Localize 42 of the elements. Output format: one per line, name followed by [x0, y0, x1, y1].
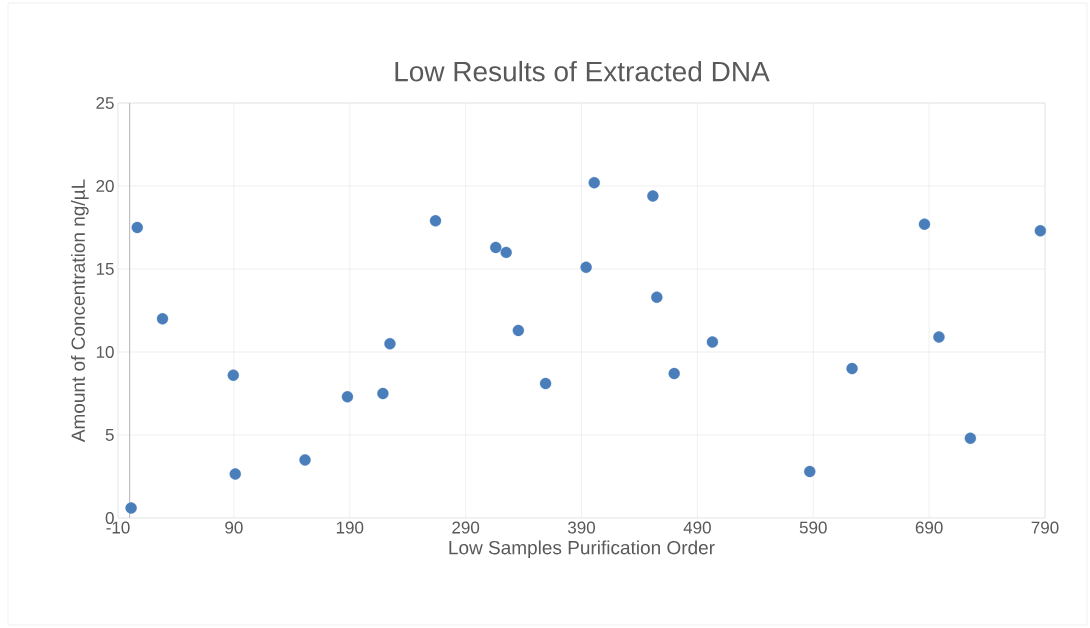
x-tick-label: 490 [683, 521, 711, 534]
point [588, 176, 600, 189]
y-tick-label: 5 [105, 429, 114, 441]
x-tick-label: 90 [225, 521, 243, 534]
chart-title: Low Results of Extracted DNA [395, 60, 770, 82]
point [500, 246, 512, 259]
point [229, 468, 241, 480]
point [227, 369, 239, 381]
point [933, 331, 945, 343]
x-axis-title: Low Samples Purification Order [449, 540, 715, 559]
point [647, 190, 659, 202]
point [156, 313, 169, 325]
point [429, 215, 442, 227]
point [1034, 225, 1047, 237]
x-tick-label: 190 [336, 521, 364, 534]
y-axis-title: Amount of Concentration ng/µL [70, 179, 89, 443]
point [125, 502, 137, 514]
x-tick-label: 290 [452, 521, 480, 534]
point [377, 387, 389, 400]
x-tick-label: 790 [1031, 521, 1059, 534]
x-tick-label: 390 [567, 521, 596, 534]
y-tick-label: 10 [96, 345, 114, 359]
point [918, 218, 931, 230]
point [512, 324, 525, 337]
point [580, 261, 592, 274]
point [384, 337, 396, 350]
point [490, 241, 502, 254]
point [668, 367, 680, 380]
point [131, 221, 143, 234]
point [964, 432, 977, 445]
point [299, 454, 311, 466]
y-tick-label: 15 [96, 263, 114, 275]
x-tick-label: 690 [915, 521, 943, 534]
point [341, 391, 354, 403]
point [706, 336, 719, 348]
x-tick-label: 590 [799, 521, 827, 534]
point [651, 291, 663, 303]
point [804, 465, 816, 478]
y-tick-label: 25 [96, 96, 114, 110]
point [539, 377, 552, 390]
y-tick-label: 20 [96, 179, 114, 193]
point [846, 362, 858, 375]
